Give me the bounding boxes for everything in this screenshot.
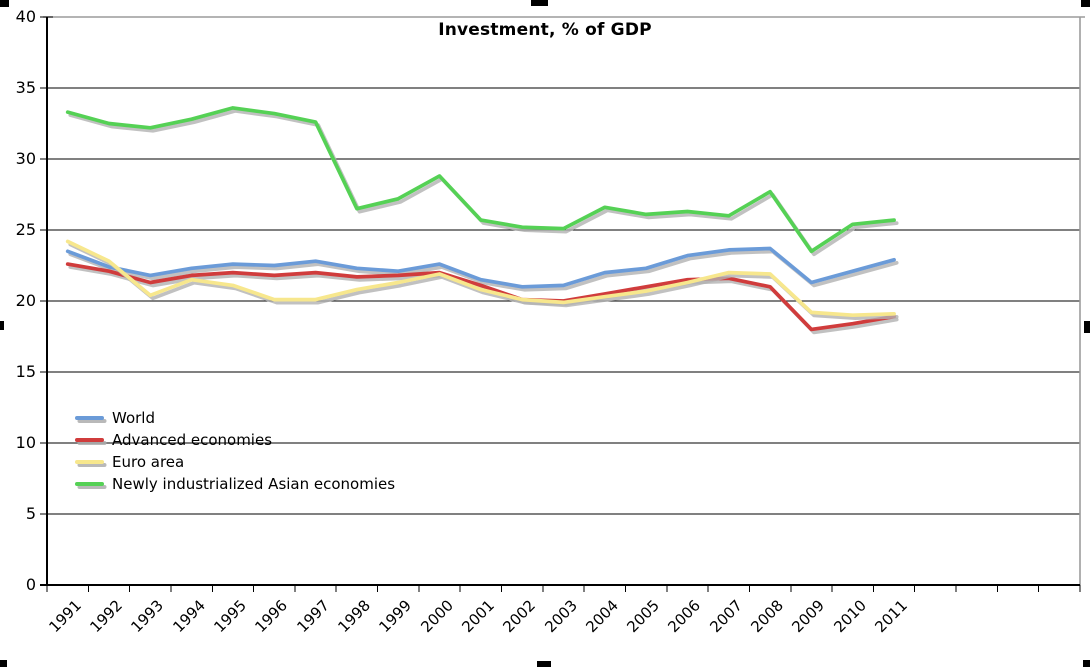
legend-label: Euro area — [112, 453, 185, 471]
y-axis-label: 0 — [25, 575, 36, 594]
legend: World Advanced economies Euro area Newly… — [75, 407, 395, 495]
legend-item-nie-asia: Newly industrialized Asian economies — [75, 473, 395, 495]
series-line-euro-area — [65, 239, 896, 318]
y-axis-label: 15 — [15, 362, 36, 381]
selection-handle-middle-left[interactable] — [0, 321, 4, 330]
legend-label: Advanced economies — [112, 431, 273, 449]
series-shadow — [68, 109, 899, 257]
legend-label: Newly industrialized Asian economies — [112, 475, 396, 493]
y-axis-label: 20 — [15, 291, 36, 310]
selection-handle-bottom-center[interactable] — [537, 661, 551, 667]
y-axis-label: 5 — [25, 504, 36, 523]
series-line-newly-industrialized-asian-economies — [65, 106, 896, 254]
legend-label: World — [112, 409, 155, 427]
series-line-advanced-economies — [65, 262, 896, 332]
series-shadow — [68, 249, 899, 292]
legend-item-advanced-economies: Advanced economies — [75, 429, 395, 451]
legend-item-world: World — [75, 407, 395, 429]
chart-title: Investment, % of GDP — [438, 20, 652, 40]
selection-handle-top-right[interactable] — [1081, 0, 1090, 7]
selection-handle-top-left[interactable] — [0, 0, 9, 7]
y-axis-label: 30 — [15, 149, 36, 168]
legend-swatch-euro-line-icon — [75, 460, 104, 464]
selection-handle-bottom-right[interactable] — [1083, 660, 1090, 667]
series-line-world — [65, 246, 896, 289]
y-axis-label: 25 — [15, 220, 36, 239]
y-axis-label: 10 — [15, 433, 36, 452]
y-axis-label: 40 — [15, 7, 36, 26]
selection-handle-top-center[interactable] — [531, 0, 548, 6]
legend-swatch-nie-line-icon — [75, 482, 104, 486]
series-shadow — [68, 242, 899, 321]
selection-handle-bottom-left[interactable] — [0, 660, 7, 667]
legend-item-euro-area: Euro area — [75, 451, 395, 473]
legend-swatch-world-line-icon — [75, 416, 104, 420]
y-axis-label: 35 — [15, 78, 36, 97]
legend-swatch-advanced-line-icon — [75, 438, 104, 442]
selection-handle-middle-right[interactable] — [1084, 321, 1090, 333]
